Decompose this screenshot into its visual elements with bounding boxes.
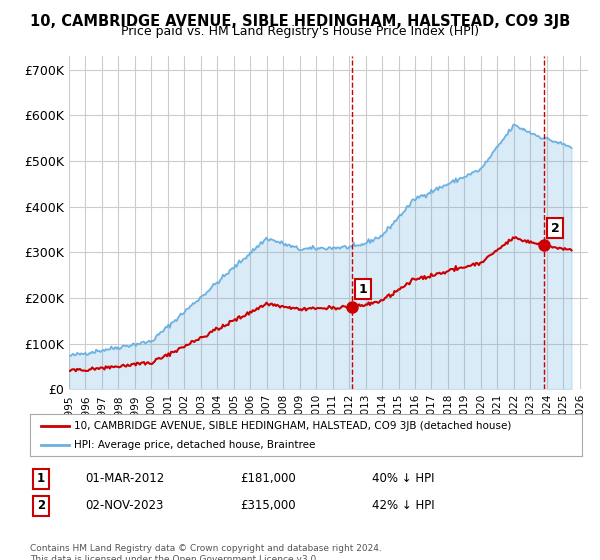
Text: 10, CAMBRIDGE AVENUE, SIBLE HEDINGHAM, HALSTEAD, CO9 3JB: 10, CAMBRIDGE AVENUE, SIBLE HEDINGHAM, H… — [30, 14, 570, 29]
Text: 02-NOV-2023: 02-NOV-2023 — [85, 500, 164, 512]
Text: Price paid vs. HM Land Registry's House Price Index (HPI): Price paid vs. HM Land Registry's House … — [121, 25, 479, 38]
Text: HPI: Average price, detached house, Braintree: HPI: Average price, detached house, Brai… — [74, 440, 316, 450]
Text: 40% ↓ HPI: 40% ↓ HPI — [372, 472, 435, 485]
Text: 10, CAMBRIDGE AVENUE, SIBLE HEDINGHAM, HALSTEAD, CO9 3JB (detached house): 10, CAMBRIDGE AVENUE, SIBLE HEDINGHAM, H… — [74, 421, 512, 431]
Text: 1: 1 — [37, 472, 45, 485]
Text: 2: 2 — [37, 500, 45, 512]
Text: Contains HM Land Registry data © Crown copyright and database right 2024.
This d: Contains HM Land Registry data © Crown c… — [30, 544, 382, 560]
Text: 42% ↓ HPI: 42% ↓ HPI — [372, 500, 435, 512]
Text: 2: 2 — [551, 222, 560, 235]
Text: £181,000: £181,000 — [240, 472, 296, 485]
Text: £315,000: £315,000 — [240, 500, 295, 512]
Text: 1: 1 — [359, 283, 368, 296]
Text: 01-MAR-2012: 01-MAR-2012 — [85, 472, 164, 485]
